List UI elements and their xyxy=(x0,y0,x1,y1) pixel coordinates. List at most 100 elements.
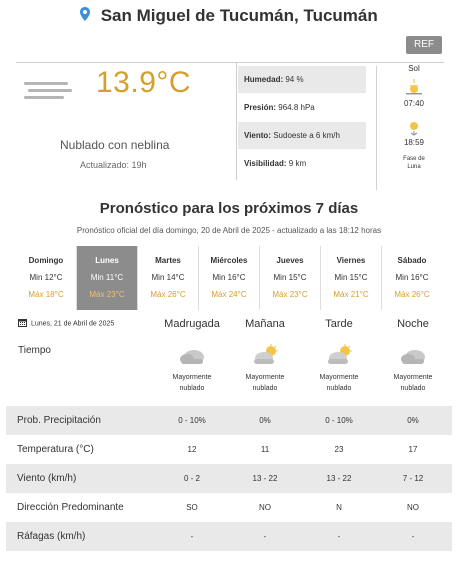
day-min: Min 16°C xyxy=(395,273,429,282)
sun-label: Sol xyxy=(408,64,420,73)
day-name: Martes xyxy=(155,256,181,265)
divider xyxy=(236,62,237,180)
sunset-icon xyxy=(396,116,432,136)
ref-button[interactable]: REF xyxy=(406,36,442,54)
current-stats: Humedad: 94 % Presión: 964.8 hPa Viento:… xyxy=(238,66,366,178)
day-max: Máx 26°C xyxy=(394,290,430,299)
day-tabs: Domingo Min 12°C Máx 18°C Lunes Min 11°C… xyxy=(16,246,442,310)
forecast-subtitle: Pronóstico oficial del día domingo, 20 d… xyxy=(76,226,382,235)
cell: 0 - 10% xyxy=(178,416,206,425)
day-tab-miercoles[interactable]: Miércoles Min 16°C Máx 24°C xyxy=(199,246,260,310)
day-tab-martes[interactable]: Martes Min 14°C Máx 26°C xyxy=(138,246,199,310)
cell: 0% xyxy=(407,416,419,425)
cell: 17 xyxy=(408,445,418,454)
day-name: Lunes xyxy=(95,256,119,265)
day-min: Min 15°C xyxy=(334,273,368,282)
sunset-time: 18:59 xyxy=(403,138,425,147)
cell: 11 xyxy=(260,445,270,454)
col-manana: Mañana xyxy=(245,318,285,330)
divider xyxy=(376,66,377,190)
cell: - xyxy=(263,532,267,541)
day-max: Máx 23°C xyxy=(89,290,125,299)
cell: SO xyxy=(186,503,198,512)
tiempo-label: Tiempo xyxy=(18,345,51,356)
day-min: Min 12°C xyxy=(29,273,63,282)
weather-tarde: Mayormente nublado xyxy=(303,344,375,394)
col-tarde: Tarde xyxy=(325,318,353,330)
day-tab-jueves[interactable]: Jueves Min 15°C Máx 23°C xyxy=(260,246,321,310)
col-noche: Noche xyxy=(397,318,429,330)
calendar-icon xyxy=(18,318,27,329)
divider xyxy=(16,62,444,63)
stat-visibility: Visibilidad: 9 km xyxy=(244,159,307,168)
stat-pressure: Presión: 964.8 hPa xyxy=(244,103,315,112)
location-header: San Miguel de Tucumán, Tucumán xyxy=(0,6,458,26)
moon-phase-label: Fase de Luna xyxy=(403,156,425,170)
day-tab-domingo[interactable]: Domingo Min 12°C Máx 18°C xyxy=(16,246,77,310)
cloud-moon-icon xyxy=(180,350,204,364)
day-tab-lunes[interactable]: Lunes Min 11°C Máx 23°C xyxy=(77,246,138,310)
cloud-sun-icon xyxy=(254,344,278,364)
day-min: Min 15°C xyxy=(273,273,307,282)
stat-wind: Viento: Sudoeste a 6 km/h xyxy=(238,122,366,149)
cell: - xyxy=(411,532,415,541)
day-min: Min 11°C xyxy=(90,273,124,282)
cell: 0 - 2 xyxy=(183,474,200,483)
cell: 0 - 10% xyxy=(325,416,353,425)
day-tab-viernes[interactable]: Viernes Min 15°C Máx 21°C xyxy=(321,246,382,310)
current-temperature: 13.9°C xyxy=(96,66,192,99)
day-max: Máx 21°C xyxy=(333,290,369,299)
fog-icon xyxy=(24,80,74,102)
weather-manana: Mayormente nublado xyxy=(229,344,301,394)
cell: N xyxy=(336,503,342,512)
row-temperature: Temperatura (°C) 12 11 23 17 xyxy=(6,435,452,464)
day-min: Min 16°C xyxy=(212,273,246,282)
row-label: Dirección Predominante xyxy=(17,502,124,513)
row-label: Prob. Precipitación xyxy=(17,415,101,426)
day-min: Min 14°C xyxy=(151,273,185,282)
stat-humidity: Humedad: 94 % xyxy=(238,66,366,93)
day-name: Miércoles xyxy=(210,256,248,265)
day-name: Domingo xyxy=(28,256,64,265)
cell: 13 - 22 xyxy=(252,474,278,483)
day-name: Sábado xyxy=(397,256,427,265)
cell: NO xyxy=(407,503,419,512)
cell: 0% xyxy=(259,416,271,425)
row-direction: Dirección Predominante SO NO N NO xyxy=(6,493,452,522)
day-max: Máx 26°C xyxy=(150,290,186,299)
sun-panel: Sol 07:40 18:59 Fase de Luna xyxy=(396,64,432,171)
day-max: Máx 18°C xyxy=(28,290,64,299)
sunrise-time: 07:40 xyxy=(403,99,425,108)
weather-noche: Mayormente nublado xyxy=(377,344,449,394)
day-max: Máx 24°C xyxy=(211,290,247,299)
cell: NO xyxy=(259,503,271,512)
row-label: Temperatura (°C) xyxy=(17,444,94,455)
row-label: Viento (km/h) xyxy=(17,473,77,484)
current-description: Nublado con neblina xyxy=(60,138,170,152)
weather-madrugada: Mayormente nublado xyxy=(156,344,228,394)
row-precipitation: Prob. Precipitación 0 - 10% 0% 0 - 10% 0… xyxy=(6,406,452,435)
day-tab-sabado[interactable]: Sábado Min 16°C Máx 26°C xyxy=(382,246,442,310)
cell: 23 xyxy=(334,445,344,454)
cell: 12 xyxy=(187,445,197,454)
day-name: Jueves xyxy=(276,256,304,265)
cloud-moon-icon xyxy=(401,350,425,364)
location-title: San Miguel de Tucumán, Tucumán xyxy=(100,6,378,25)
row-wind: Viento (km/h) 0 - 2 13 - 22 13 - 22 7 - … xyxy=(6,464,452,493)
detail-date: Lunes, 21 de Abril de 2025 xyxy=(18,318,114,329)
cloud-sun-icon xyxy=(328,344,352,364)
detail-date-text: Lunes, 21 de Abril de 2025 xyxy=(30,320,115,328)
sunrise-icon xyxy=(396,77,432,97)
location-pin-icon xyxy=(80,6,91,26)
updated-time: Actualizado: 19h xyxy=(80,160,147,170)
cell: 13 - 22 xyxy=(326,474,352,483)
row-gusts: Ráfagas (km/h) - - - - xyxy=(6,522,452,551)
day-max: Máx 23°C xyxy=(272,290,308,299)
col-madrugada: Madrugada xyxy=(164,318,220,330)
row-label: Ráfagas (km/h) xyxy=(17,531,86,542)
forecast-title: Pronóstico para los próximos 7 días xyxy=(99,200,359,217)
cell: - xyxy=(337,532,341,541)
cell: - xyxy=(190,532,194,541)
day-name: Viernes xyxy=(336,256,366,265)
cell: 7 - 12 xyxy=(402,474,424,483)
